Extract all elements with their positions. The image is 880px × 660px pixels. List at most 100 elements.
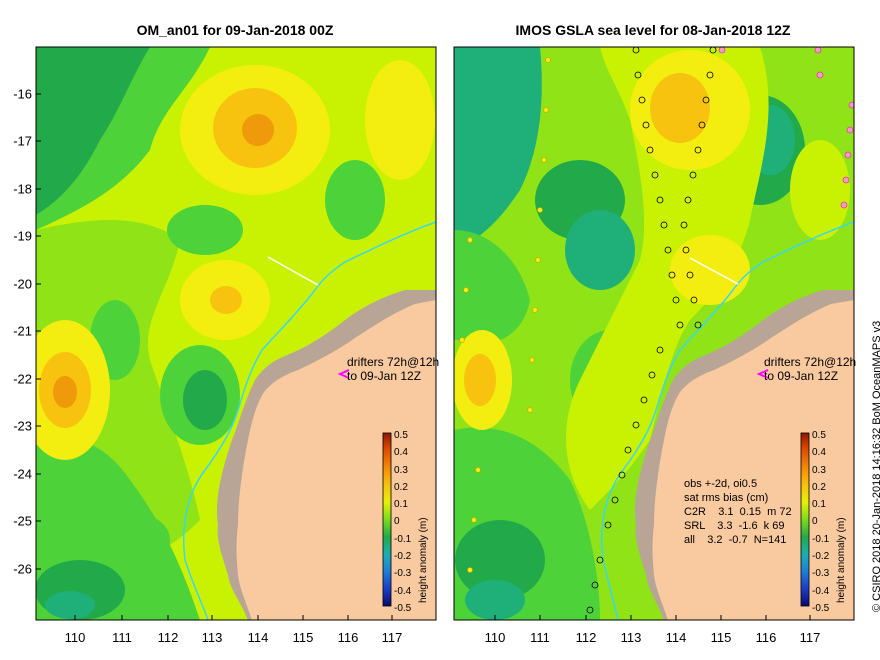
cbar-tick: 0.5: [394, 430, 408, 441]
right-drifters-label: drifters 72h@12h to 09-Jan 12Z: [764, 355, 856, 383]
x-tick-label: 111: [530, 630, 550, 645]
left-darkorange-high-north: [242, 114, 274, 146]
right-map: [454, 47, 854, 620]
left-transect-line: [267, 256, 319, 286]
right-orange-high-west: [464, 354, 496, 406]
right-green-west: [454, 230, 530, 343]
credit-text: © CSIRO 2018 20-Jan-2018 14:16:32 BoM Oc…: [871, 320, 880, 612]
cbar-tick: 0.3: [394, 464, 408, 476]
cbar-tick: 0.1: [812, 499, 826, 511]
y-tick-label: -17: [13, 133, 32, 149]
left-drifters-label: drifters 72h@12h to 09-Jan 12Z: [347, 355, 439, 383]
right-drifters-line2: to 09-Jan 12Z: [764, 369, 839, 383]
right-colorbar-label: height anomaly (m): [836, 517, 847, 603]
y-tick-label: -18: [13, 181, 32, 197]
right-yellowgreen-blob-east: [790, 140, 850, 240]
left-panel-title: OM_an01 for 09-Jan-2018 00Z: [136, 22, 334, 38]
x-tick-label: 116: [337, 630, 359, 645]
x-tick-label: 114: [665, 630, 687, 645]
right-colorbar-ticks: 0.5 0.4 0.3 0.2 0.1 0 -0.1 -0.2 -0.3 -0.…: [812, 427, 829, 617]
left-yellow-blob-east: [365, 60, 435, 180]
stats-line3: C2R 3.1 0.15 m 72: [684, 506, 792, 518]
cbar-tick: 0: [394, 516, 400, 528]
y-tick-label: -16: [13, 86, 32, 102]
left-drifters-line2: to 09-Jan 12Z: [347, 369, 422, 383]
cbar-tick: -0.2: [394, 551, 412, 563]
right-panel-title: IMOS GSLA sea level for 08-Jan-2018 12Z: [515, 22, 791, 38]
cbar-tick: -0.5: [812, 602, 830, 614]
left-darkorange-high-west: [53, 376, 77, 408]
right-map-frame: [453, 46, 855, 621]
right-yellow-track-markers: [459, 57, 551, 573]
left-map: [36, 47, 436, 620]
left-colorbar: [382, 432, 392, 607]
right-colorbar: [800, 432, 810, 607]
y-tick-label: -20: [13, 276, 32, 292]
y-tick-label: -25: [13, 513, 32, 529]
x-tick-label: 115: [292, 630, 314, 645]
x-tick-label: 113: [201, 630, 223, 645]
right-teal-northwest: [454, 47, 542, 250]
right-shelf-isobath: [600, 221, 854, 620]
x-tick-label: 117: [381, 630, 403, 645]
cbar-tick: 0.4: [812, 447, 826, 459]
cbar-tick: 0: [812, 516, 818, 528]
right-orange-high-north: [650, 73, 710, 143]
cbar-tick: -0.3: [394, 568, 412, 580]
left-drifter-arrow: [337, 369, 350, 379]
cbar-tick: 0.1: [394, 499, 408, 511]
cbar-tick: -0.1: [394, 533, 412, 545]
cbar-tick: 0.2: [394, 481, 408, 493]
left-map-frame: [35, 46, 437, 621]
x-tick-label: 111: [112, 630, 132, 645]
right-darkgreen-eddy-center: [565, 210, 635, 290]
cbar-tick: -0.1: [812, 533, 830, 545]
cbar-tick: 0.3: [812, 464, 826, 476]
left-darkgreen-eddy-center: [183, 370, 227, 430]
x-tick-label: 112: [575, 630, 597, 645]
y-tick-label: -22: [13, 371, 32, 387]
right-darkgreen-eddy-southwest: [455, 520, 545, 600]
stats-line4: SRL 3.3 -1.6 k 69: [684, 520, 785, 532]
right-pink-track-markers: [718, 47, 854, 209]
left-teal-eddy-south: [45, 591, 95, 619]
left-colorbar-ticks: 0.5 0.4 0.3 0.2 0.1 0 -0.1 -0.2 -0.3 -0.…: [394, 427, 411, 617]
x-tick-label: 116: [755, 630, 777, 645]
x-tick-label: 110: [484, 630, 506, 645]
left-green-blob-mid: [167, 205, 243, 255]
left-colorbar-label: height anomaly (m): [418, 517, 429, 603]
cbar-tick: 0.5: [812, 430, 826, 441]
stats-line2: sat rms bias (cm): [684, 492, 769, 504]
left-green-blob-ne: [325, 160, 385, 240]
cbar-tick: -0.5: [394, 602, 412, 614]
left-green-blob-sw: [110, 515, 170, 565]
y-tick-label: -23: [13, 418, 32, 434]
stats-line5: all 3.2 -0.7 N=141: [684, 534, 787, 546]
cbar-tick: 0.2: [812, 481, 826, 493]
x-tick-label: 113: [620, 630, 642, 645]
right-teal-eddy-southwest: [465, 580, 525, 620]
right-transect-line: [689, 257, 739, 285]
cbar-tick: -0.2: [812, 551, 830, 563]
cbar-tick: -0.3: [812, 568, 830, 580]
y-tick-label: -24: [13, 466, 32, 482]
cbar-tick: -0.4: [394, 585, 412, 597]
right-altimetry-track-markers: [586, 47, 717, 614]
y-tick-label: -26: [13, 561, 32, 577]
left-shelf-isobath: [182, 221, 436, 620]
cbar-tick: -0.4: [812, 585, 830, 597]
x-tick-label: 115: [710, 630, 732, 645]
cbar-tick: 0.4: [394, 447, 408, 459]
stats-line1: obs +-2d, oi0.5: [684, 478, 758, 490]
y-tick-label: -21: [13, 323, 32, 339]
altimetry-stats: obs +-2d, oi0.5 sat rms bias (cm) C2R 3.…: [684, 477, 792, 547]
x-tick-label: 110: [64, 630, 86, 645]
right-yellow-blob-center: [670, 235, 750, 305]
axis-ticks: [36, 93, 811, 620]
x-tick-label: 114: [247, 630, 269, 645]
right-drifter-arrow: [756, 369, 769, 379]
y-tick-label: -19: [13, 228, 32, 244]
left-drifters-line1: drifters 72h@12h: [347, 355, 440, 369]
x-tick-label: 117: [799, 630, 821, 645]
